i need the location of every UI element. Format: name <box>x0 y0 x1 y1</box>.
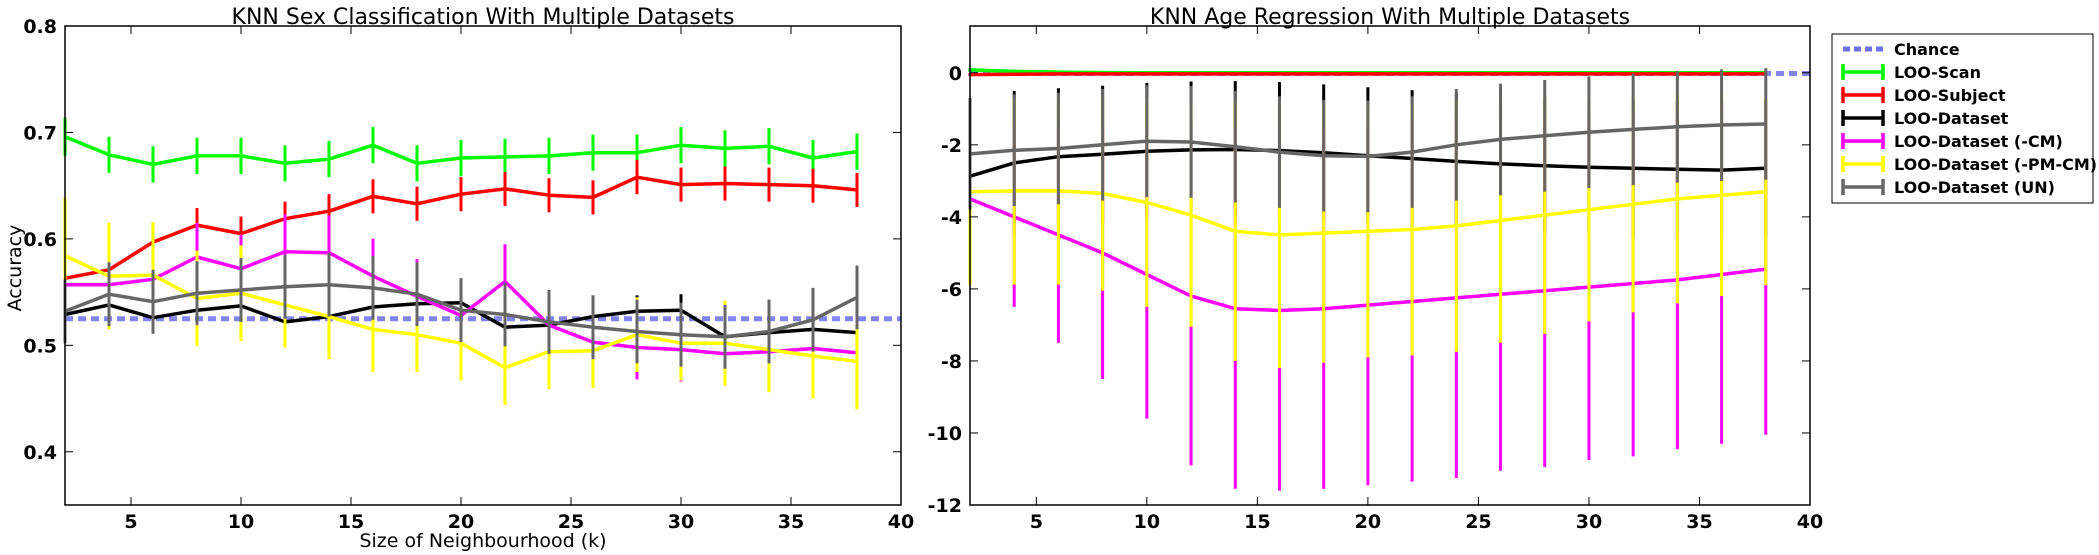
legend: Chance LOO-Scan LOO-Subject LOO-Dataset LOO-… <box>1831 33 2097 204</box>
legend-label: LOO-Dataset <box>1894 109 2009 128</box>
x-tick-label: 5 <box>1030 511 1043 533</box>
x-tick-label: 35 <box>1686 511 1712 533</box>
y-tick-label: -8 <box>941 351 962 373</box>
x-tick-label: 20 <box>1355 511 1381 533</box>
y-tick-label: 0.5 <box>23 335 57 357</box>
x-tick-label: 40 <box>888 511 914 533</box>
y-tick-label: 0.4 <box>23 442 57 464</box>
x-tick-label: 15 <box>338 511 364 533</box>
x-tick-label: 15 <box>1244 511 1270 533</box>
legend-label: LOO-Scan <box>1894 63 1981 82</box>
legend-label: Chance <box>1894 40 1960 59</box>
age-regression-chart: KNN Age Regression With Multiple Dataset… <box>928 5 1824 533</box>
y-tick-label: 0.8 <box>23 16 57 38</box>
legend-item-loo-scan: LOO-Scan <box>1841 63 1981 82</box>
legend-item-loo-dataset: LOO-Dataset <box>1841 109 2009 128</box>
y-tick-label: -6 <box>941 279 962 301</box>
y-tick-label: 0.6 <box>23 229 57 251</box>
legend-label: LOO-Subject <box>1894 86 2006 105</box>
legend-item-loo-dataset-cm: LOO-Dataset (-CM) <box>1841 132 2063 151</box>
series-line-loo-dataset-un <box>64 282 858 339</box>
tick-labels: 5 10 15 20 25 30 35 40 0.4 0.5 0.6 0.7 0.8 <box>23 16 914 533</box>
plot-area <box>63 117 901 410</box>
x-tick-label: 25 <box>1465 511 1491 533</box>
tick-labels: 5 10 15 20 25 30 35 40 0 -2 -4 -6 -8 -10 -12 <box>928 26 1823 533</box>
plot-frame <box>64 25 902 506</box>
y-tick-label: -12 <box>928 495 962 517</box>
legend-item-chance: Chance <box>1843 40 1960 59</box>
legend-label: LOO-Dataset (-CM) <box>1894 132 2063 151</box>
sex-classification-chart: KNN Sex Classification With Multiple Dat… <box>4 5 914 552</box>
x-tick-label: 30 <box>668 511 694 533</box>
x-tick-label: 30 <box>1576 511 1602 533</box>
x-tick-label: 5 <box>124 511 137 533</box>
plot-frame <box>969 25 1811 506</box>
x-tick-label: 20 <box>448 511 474 533</box>
legend-item-loo-dataset-pm-cm: LOO-Dataset (-PM-CM) <box>1841 155 2097 174</box>
y-tick-label: -4 <box>941 207 962 229</box>
plot-area <box>968 68 1810 491</box>
y-axis-label: Accuracy <box>4 225 26 312</box>
x-tick-label: 10 <box>1134 511 1160 533</box>
error-bars-loo-subject <box>63 160 859 296</box>
y-tick-label: -2 <box>941 135 962 157</box>
legend-item-loo-subject: LOO-Subject <box>1841 86 2006 105</box>
legend-label: LOO-Dataset (-PM-CM) <box>1894 155 2097 174</box>
legend-item-loo-dataset-un: LOO-Dataset (UN) <box>1841 178 2055 197</box>
y-tick-label: -10 <box>928 423 962 445</box>
legend-label: LOO-Dataset (UN) <box>1894 178 2055 197</box>
x-tick-label: 40 <box>1797 511 1823 533</box>
y-tick-label: 0 <box>949 63 962 85</box>
x-tick-label: 35 <box>778 511 804 533</box>
x-tick-label: 10 <box>228 511 254 533</box>
error-bars-loo-scan <box>63 117 859 183</box>
series-line-loo-dataset-un <box>969 122 1766 159</box>
y-tick-label: 0.7 <box>23 122 57 144</box>
x-tick-label: 25 <box>558 511 584 533</box>
x-axis-label: Size of Neighbourhood (k) <box>359 530 606 552</box>
series-line-loo-scan <box>64 135 858 167</box>
series-line-loo-subject <box>969 72 1766 77</box>
